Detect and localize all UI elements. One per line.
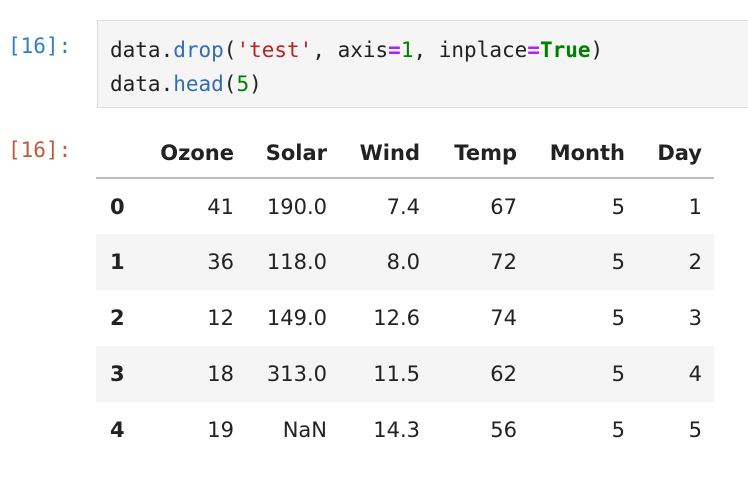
table-cell: NaN [282, 418, 327, 442]
table-cell: 11.5 [373, 362, 420, 386]
table-row: 2 12 149.0 12.6 74 5 3 [96, 290, 714, 346]
table-cell: 3 [688, 306, 702, 330]
row-index: 2 [110, 306, 125, 330]
table-cell: 5 [688, 418, 702, 442]
table-cell: 19 [207, 418, 234, 442]
table-cell: 67 [490, 194, 517, 219]
table-cell: 12 [207, 306, 234, 330]
table-cell: 72 [490, 250, 517, 274]
row-index: 4 [110, 418, 125, 442]
header-row: Ozone Solar Wind Temp Month Day [96, 128, 714, 179]
table-cell: 313.0 [266, 362, 327, 386]
code-token: data. [110, 38, 174, 62]
code-token: 1 [400, 38, 414, 62]
table-cell: 62 [490, 362, 517, 386]
column-header: Wind [339, 128, 432, 179]
column-header: Temp [432, 128, 529, 179]
column-header: Day [637, 128, 714, 179]
column-header: Ozone [146, 128, 246, 179]
code-token: = [388, 38, 401, 62]
column-header: Solar [246, 128, 339, 179]
table-row: 0 41 190.0 7.4 67 5 1 [96, 178, 714, 234]
table-row: 1 36 118.0 8.0 72 5 2 [96, 234, 714, 290]
output-prompt: [16]: [8, 138, 72, 162]
table-cell: 8.0 [386, 250, 420, 274]
code-token: , inplace [413, 38, 528, 62]
table-cell: 18 [207, 362, 234, 386]
row-index: 0 [110, 194, 125, 219]
code-token: 5 [236, 72, 250, 96]
code-token: True [539, 38, 591, 62]
input-prompt: [16]: [8, 34, 72, 58]
row-index: 1 [110, 250, 125, 274]
table-cell: 41 [207, 194, 234, 219]
code-cell[interactable]: data.drop('test', axis=1, inplace=True) d… [97, 20, 748, 108]
code-token: drop [173, 38, 224, 62]
table-row: 3 18 313.0 11.5 62 5 4 [96, 346, 714, 402]
code-token: data. [110, 72, 174, 96]
column-header: Month [529, 128, 637, 179]
table-cell: 4 [688, 362, 702, 386]
table-cell: 5 [611, 194, 625, 219]
dataframe: Ozone Solar Wind Temp Month Day 0 41 190.0 7.4 67… [96, 128, 714, 458]
table-row: 4 19 NaN 14.3 56 5 5 [96, 402, 714, 458]
table-cell: 36 [207, 250, 234, 274]
table-cell: 5 [611, 362, 625, 386]
code-token: ) [249, 72, 262, 96]
table-cell: 190.0 [266, 194, 327, 219]
index-header [96, 128, 146, 179]
code-token: = [527, 38, 540, 62]
code-token: ) [590, 38, 604, 62]
table-cell: 12.6 [373, 306, 420, 330]
code-line: data.drop('test', axis=1, inplace=True) [110, 33, 748, 67]
code-token: head [173, 72, 224, 96]
table-cell: 5 [611, 250, 625, 274]
code-line: data.head(5) [110, 67, 748, 101]
table-cell: 2 [688, 250, 702, 274]
table-cell: 118.0 [266, 250, 327, 274]
table-cell: 149.0 [266, 306, 327, 330]
row-index: 3 [110, 362, 125, 386]
code-token: ( [223, 38, 237, 62]
table-cell: 74 [490, 306, 517, 330]
table-cell: 5 [611, 418, 625, 442]
table-cell: 56 [490, 418, 517, 442]
table-cell: 5 [611, 306, 625, 330]
code-token: ( [223, 72, 237, 96]
code-token: 'test' [236, 38, 313, 62]
table-cell: 1 [688, 194, 702, 219]
code-token: , axis [312, 38, 389, 62]
table-cell: 7.4 [386, 194, 420, 219]
table-cell: 14.3 [373, 418, 420, 442]
